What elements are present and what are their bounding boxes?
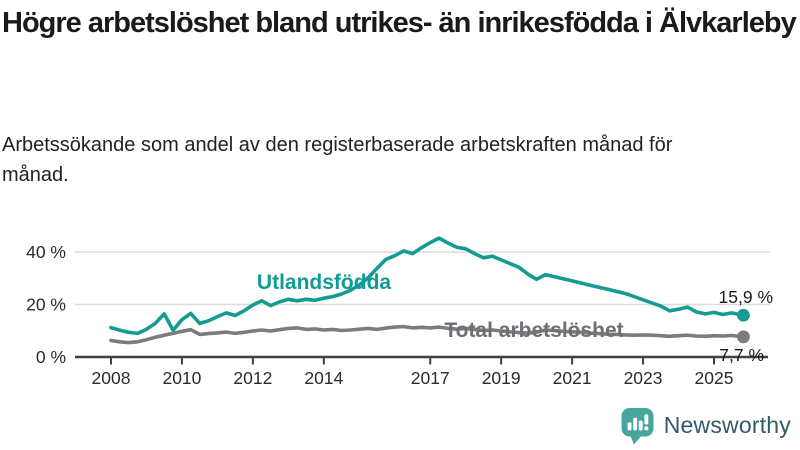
x-axis-tick-label: 2012 [233, 368, 272, 388]
x-axis-tick-label: 2021 [553, 368, 592, 388]
series-line-1 [109, 324, 746, 345]
x-axis-tick-label: 2008 [92, 368, 131, 388]
series-label-total-arbetsloshet: Total arbetslöshet [444, 319, 624, 342]
chart-subtitle: Arbetssökande som andel av den registerb… [2, 134, 673, 186]
series-end-dot-1 [737, 330, 750, 344]
series-end-dot-0 [737, 308, 750, 322]
y-axis-tick-label: 40 % [26, 242, 66, 262]
x-axis-tick-label: 2017 [411, 368, 450, 388]
end-value-utlandsfodda: 15,9 % [718, 287, 773, 307]
x-axis-tick-label: 2019 [482, 368, 521, 388]
series-label-utlandsfodda: Utlandsfödda [256, 271, 392, 294]
series-line-0 [109, 236, 746, 336]
bar-chart-speech-bubble-icon [621, 408, 654, 445]
y-axis-tick-label: 0 % [36, 347, 66, 367]
x-axis-tick-label: 2014 [304, 368, 343, 388]
brand-wordmark: Newsworthy [663, 412, 791, 438]
y-axis-tick-label: 20 % [26, 295, 66, 315]
end-value-total: 7,7 % [719, 345, 764, 365]
x-axis-tick-label: 2010 [162, 368, 201, 388]
page-title: Högre arbetslöshet bland utrikes- än inr… [2, 7, 797, 39]
x-axis-tick-label: 2025 [695, 368, 734, 388]
newsworthy-logo[interactable]: Newsworthy [619, 406, 791, 445]
x-axis-tick-label: 2023 [624, 368, 663, 388]
